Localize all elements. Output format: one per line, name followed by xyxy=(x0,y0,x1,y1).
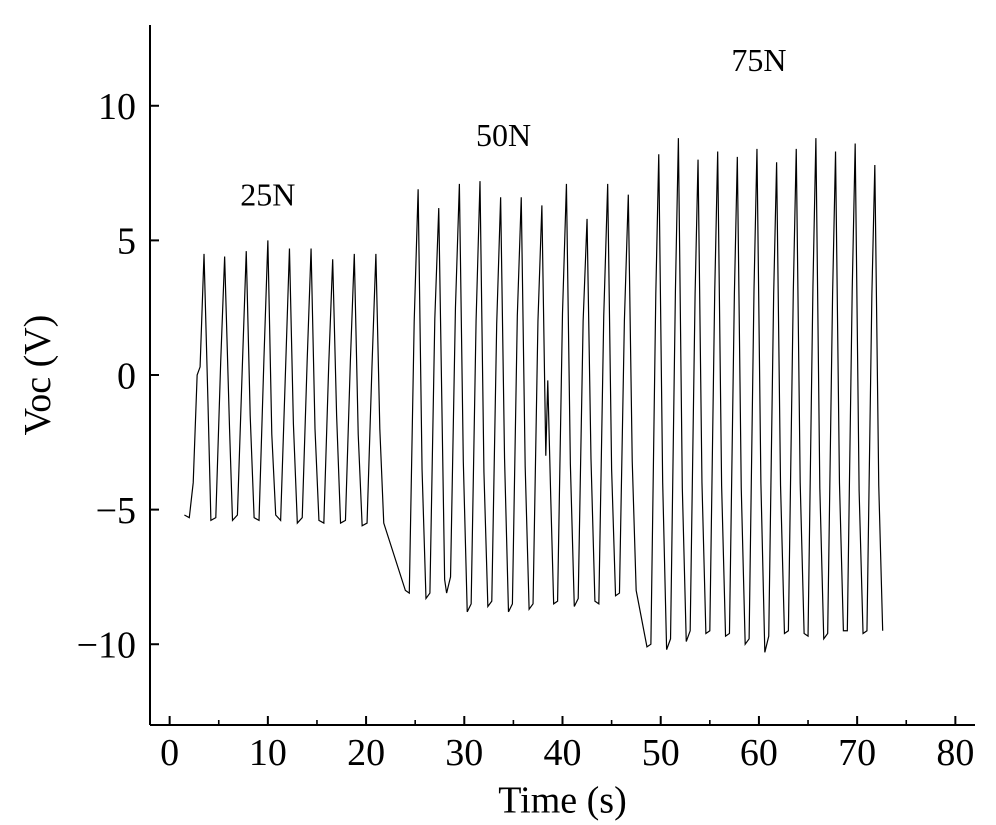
y-tick-label: 0 xyxy=(117,355,136,397)
chart-container: 0 10 20 30 40 50 60 70 80 −10 −5 0 5 10 Time (s) Voc (V… xyxy=(0,0,996,825)
x-tick-label: 50 xyxy=(642,732,680,774)
x-tick-label: 30 xyxy=(445,732,483,774)
annotation: 25N xyxy=(240,176,295,212)
x-tick-label: 0 xyxy=(160,732,179,774)
x-axis-title: Time (s) xyxy=(498,779,626,821)
y-tick-label: 10 xyxy=(98,86,136,128)
y-tick-label: −10 xyxy=(77,625,136,667)
x-tick-label: 70 xyxy=(838,732,876,774)
voc-time-chart: 0 10 20 30 40 50 60 70 80 −10 −5 0 5 10 Time (s) Voc (V… xyxy=(0,0,996,825)
y-tick-label: −5 xyxy=(96,490,136,532)
x-tick-label: 20 xyxy=(347,732,385,774)
x-tick-label: 10 xyxy=(249,732,287,774)
plot-area xyxy=(184,138,882,652)
series-voc-signal xyxy=(184,138,882,652)
x-tick-label: 40 xyxy=(544,732,582,774)
x-tick-label: 80 xyxy=(936,732,974,774)
annotation: 50N xyxy=(476,117,531,153)
x-tick-label: 60 xyxy=(740,732,778,774)
y-tick-label: 5 xyxy=(117,221,136,263)
y-axis-title: Voc (V) xyxy=(17,315,59,436)
annotation: 75N xyxy=(731,42,786,78)
